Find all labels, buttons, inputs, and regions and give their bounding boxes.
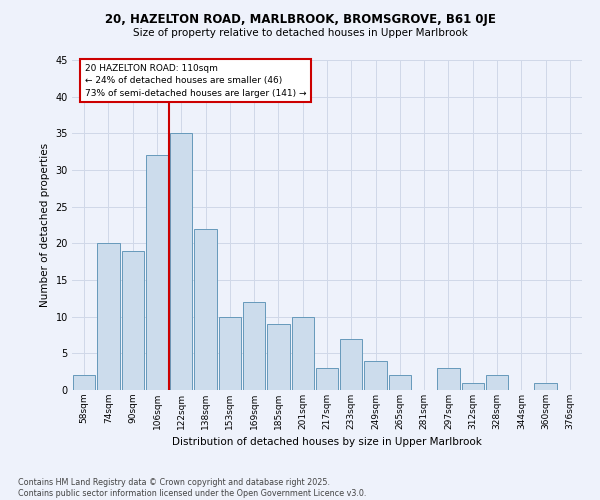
Bar xyxy=(146,156,168,390)
Bar xyxy=(122,250,144,390)
Text: Size of property relative to detached houses in Upper Marlbrook: Size of property relative to detached ho… xyxy=(133,28,467,38)
Bar xyxy=(389,376,411,390)
Bar xyxy=(73,376,95,390)
Bar xyxy=(97,244,119,390)
Bar xyxy=(364,360,387,390)
Text: 20, HAZELTON ROAD, MARLBROOK, BROMSGROVE, B61 0JE: 20, HAZELTON ROAD, MARLBROOK, BROMSGROVE… xyxy=(104,12,496,26)
Bar xyxy=(316,368,338,390)
Text: Contains HM Land Registry data © Crown copyright and database right 2025.
Contai: Contains HM Land Registry data © Crown c… xyxy=(18,478,367,498)
X-axis label: Distribution of detached houses by size in Upper Marlbrook: Distribution of detached houses by size … xyxy=(172,438,482,448)
Bar xyxy=(267,324,290,390)
Bar xyxy=(486,376,508,390)
Bar xyxy=(194,228,217,390)
Bar xyxy=(535,382,557,390)
Y-axis label: Number of detached properties: Number of detached properties xyxy=(40,143,50,307)
Bar xyxy=(218,316,241,390)
Bar xyxy=(170,134,193,390)
Bar xyxy=(243,302,265,390)
Bar xyxy=(437,368,460,390)
Bar xyxy=(340,338,362,390)
Text: 20 HAZELTON ROAD: 110sqm
← 24% of detached houses are smaller (46)
73% of semi-d: 20 HAZELTON ROAD: 110sqm ← 24% of detach… xyxy=(85,64,306,98)
Bar xyxy=(292,316,314,390)
Bar xyxy=(461,382,484,390)
